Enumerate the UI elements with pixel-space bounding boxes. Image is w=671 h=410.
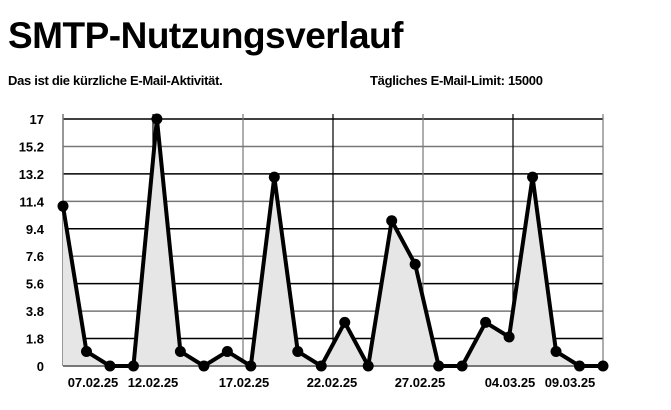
y-tick-label: 15.2	[19, 139, 44, 154]
data-point	[268, 171, 280, 183]
data-point	[198, 360, 210, 372]
page-title: SMTP-Nutzungsverlauf	[8, 15, 403, 56]
data-point	[221, 345, 233, 357]
y-tick-label: 5.6	[26, 277, 44, 292]
data-point	[127, 360, 139, 372]
y-tick-label: 0	[37, 359, 44, 374]
data-point	[339, 316, 351, 328]
y-tick-label: 1.8	[26, 332, 44, 347]
x-tick-label: 04.03.25	[485, 375, 536, 390]
data-point	[550, 345, 562, 357]
data-point	[503, 331, 515, 343]
data-point	[409, 258, 421, 270]
x-tick-label: 22.02.25	[307, 375, 358, 390]
area-fill	[63, 119, 603, 366]
x-tick-label: 17.02.25	[219, 375, 270, 390]
data-point	[104, 360, 116, 372]
data-point	[174, 345, 186, 357]
y-tick-label: 3.8	[26, 304, 44, 319]
data-point	[151, 113, 163, 125]
data-point	[80, 345, 92, 357]
x-tick-label: 07.02.25	[68, 375, 119, 390]
daily-limit: Tägliches E-Mail-Limit: 15000	[370, 73, 543, 88]
data-point	[386, 215, 398, 227]
series-line	[61, 117, 603, 368]
data-point	[527, 171, 539, 183]
data-point	[597, 360, 609, 372]
data-point	[292, 345, 304, 357]
y-tick-label: 7.6	[26, 249, 44, 264]
x-tick-label: 09.03.25	[545, 375, 596, 390]
data-point	[433, 360, 445, 372]
y-tick-label: 13.2	[19, 167, 44, 182]
data-point	[245, 360, 257, 372]
x-tick-label: 12.02.25	[128, 375, 179, 390]
y-tick-label: 9.4	[26, 222, 45, 237]
data-point	[315, 360, 327, 372]
data-point	[57, 200, 69, 212]
page-subtitle: Das ist die kürzliche E-Mail-Aktivität.	[8, 73, 223, 88]
data-point	[574, 360, 586, 372]
data-point	[456, 360, 468, 372]
x-tick-label: 27.02.25	[395, 375, 446, 390]
y-tick-label: 11.4	[19, 194, 44, 209]
data-point	[480, 316, 492, 328]
y-tick-label: 17	[30, 112, 44, 127]
data-point	[362, 360, 374, 372]
